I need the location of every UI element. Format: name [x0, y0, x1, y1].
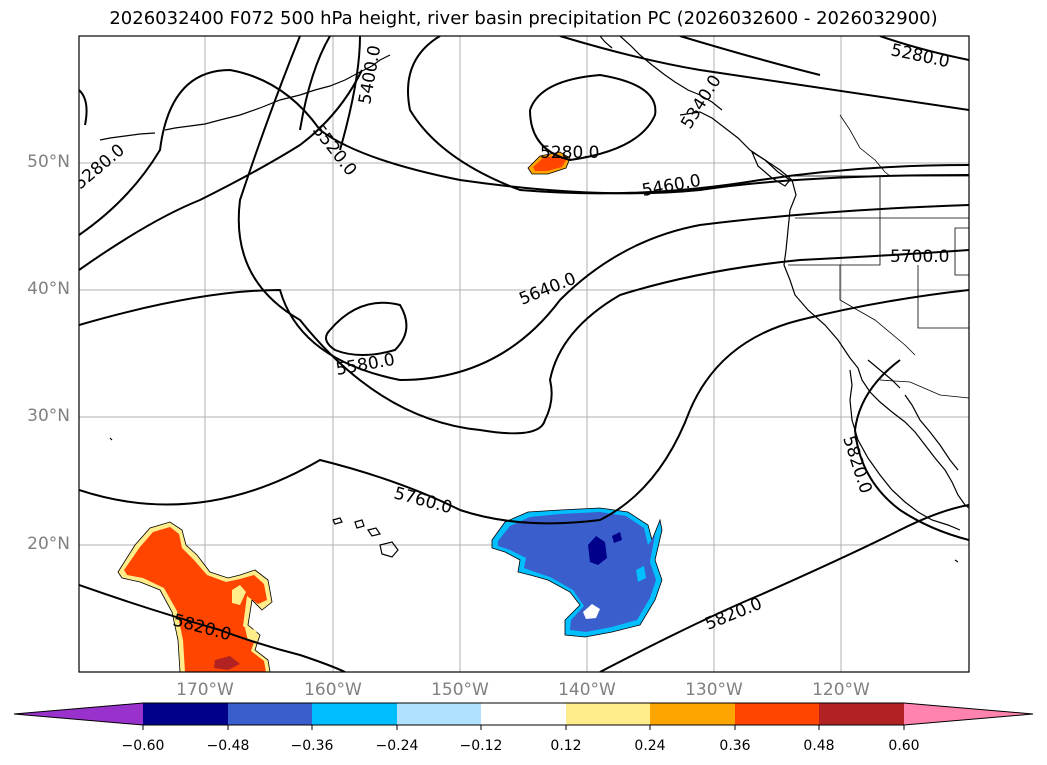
colorbar-bin — [735, 703, 820, 725]
colorbar — [13, 702, 1034, 730]
colorbar-bin — [312, 703, 398, 725]
contour-label: 5280.0 — [540, 143, 599, 163]
political-borders — [788, 114, 969, 399]
colorbar-bin — [819, 703, 905, 725]
lat-label: 50°N — [27, 152, 70, 172]
colorbar-bin — [397, 703, 482, 725]
colorbar-bin — [143, 703, 229, 725]
negative-precip-region — [491, 507, 663, 638]
colorbar-tick-label: 0.24 — [634, 738, 666, 754]
lon-label: 150°W — [431, 680, 489, 700]
colorbar-bin — [566, 703, 651, 725]
colorbar-tick-label: −0.36 — [290, 738, 334, 754]
colorbar-tick-label: 0.36 — [719, 738, 751, 754]
colorbar-tick-label: −0.48 — [206, 738, 250, 754]
colorbar-tick-label: 0.12 — [550, 738, 582, 754]
contour-label: 5700.0 — [890, 247, 949, 267]
colorbar-under-arrow — [14, 703, 143, 725]
lon-label: 120°W — [812, 680, 870, 700]
lon-label: 160°W — [304, 680, 362, 700]
lon-label: 140°W — [558, 680, 616, 700]
lat-label: 20°N — [27, 534, 70, 554]
colorbar-bin — [650, 703, 736, 725]
colorbar-over-arrow — [904, 703, 1033, 725]
lat-label: 40°N — [27, 279, 70, 299]
coastlines — [99, 36, 969, 563]
colorbar-tick-label: −0.24 — [375, 738, 419, 754]
colorbar-tick-label: 0.48 — [803, 738, 835, 754]
colorbar-tick-label: −0.60 — [121, 738, 165, 754]
lon-label: 130°W — [685, 680, 743, 700]
colorbar-bin — [228, 703, 313, 725]
lat-label: 30°N — [27, 406, 70, 426]
colorbar-bin — [481, 703, 567, 725]
colorbar-tick-label: −0.12 — [459, 738, 503, 754]
map-border — [78, 35, 970, 673]
map-title: 2026032400 F072 500 hPa height, river ba… — [109, 8, 938, 29]
height-contours — [79, 36, 969, 672]
colorbar-tick-label: 0.60 — [888, 738, 920, 754]
lon-label: 170°W — [176, 680, 234, 700]
